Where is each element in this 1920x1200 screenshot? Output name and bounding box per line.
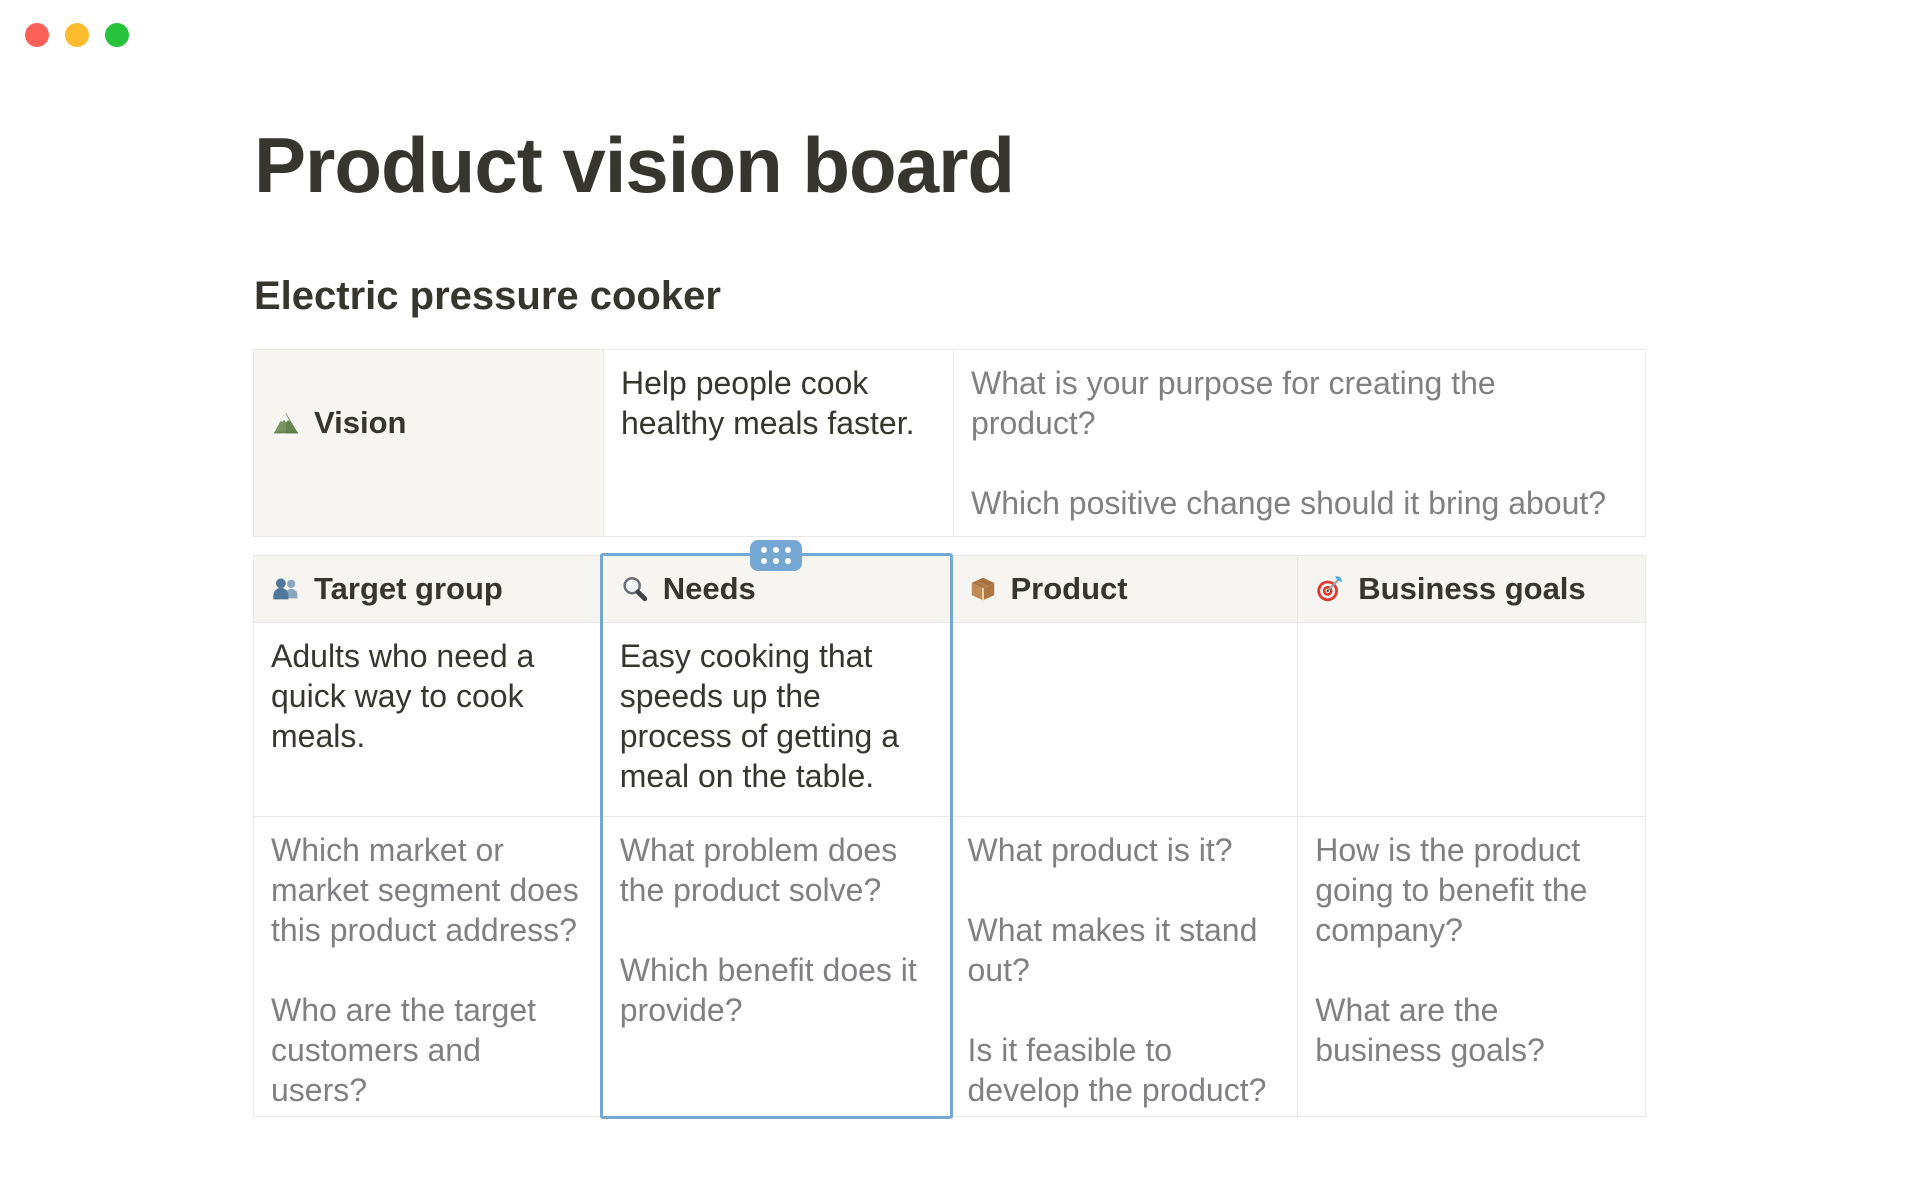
target-icon [1317,575,1343,602]
column-needs: Needs Easy cooking that speeds up the pr… [599,540,953,1119]
column-business-goals: Business goals How is the product going … [1297,556,1645,1116]
needs-questions-cell[interactable]: What problem does the product solve? Whi… [619,832,917,1028]
product-answer-cell[interactable] [950,623,1298,817]
vision-board-table: Target group Adults who need a quick way… [253,540,1646,1119]
package-icon [971,577,994,601]
page-title[interactable]: Product vision board [254,121,1015,209]
product-header-cell[interactable]: Product [950,556,1298,623]
people-icon [273,578,298,600]
mountain-icon [273,412,299,434]
zoom-window-button[interactable] [105,23,129,47]
window-controls [25,23,129,47]
business-goals-answer-cell[interactable] [1298,623,1645,817]
business-goals-questions-cell[interactable]: How is the product going to benefit the … [1315,832,1588,1068]
needs-header-label: Needs [662,571,756,606]
product-questions-cell[interactable]: What product is it? What makes it stand … [967,832,1267,1108]
column-target-group: Target group Adults who need a quick way… [254,556,602,1116]
business-goals-header-label: Business goals [1358,571,1586,606]
business-goals-header-cell[interactable]: Business goals [1298,556,1645,623]
vision-table: Vision Help people cook healthy meals fa… [253,349,1646,537]
vision-questions-cell[interactable]: What is your purpose for creating the pr… [953,350,1645,536]
column-drag-handle[interactable] [750,540,803,571]
magnifier-icon [623,577,647,602]
target-group-header-cell[interactable]: Target group [254,556,602,623]
vision-statement-cell[interactable]: Help people cook healthy meals faster. [603,350,953,536]
drag-handle-dots-icon [761,547,792,564]
needs-answer-cell[interactable]: Easy cooking that speeds up the process … [602,623,950,817]
target-group-questions-cell[interactable]: Which market or market segment does this… [271,832,579,1108]
product-header-label: Product [1010,571,1128,606]
target-group-header-label: Target group [314,571,503,606]
close-window-button[interactable] [25,23,49,47]
vision-header-cell[interactable]: Vision [254,350,603,536]
column-product: Product What product is it? What makes i… [949,556,1298,1116]
page-subtitle[interactable]: Electric pressure cooker [254,274,721,318]
target-group-answer-cell[interactable]: Adults who need a quick way to cook meal… [254,623,602,817]
vision-header-label: Vision [314,405,407,440]
minimize-window-button[interactable] [65,23,89,47]
